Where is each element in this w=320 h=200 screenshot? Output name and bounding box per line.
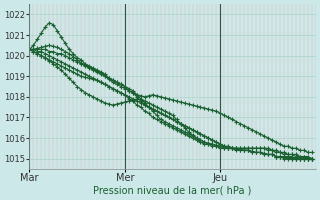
X-axis label: Pression niveau de la mer( hPa ): Pression niveau de la mer( hPa ) (93, 186, 252, 196)
